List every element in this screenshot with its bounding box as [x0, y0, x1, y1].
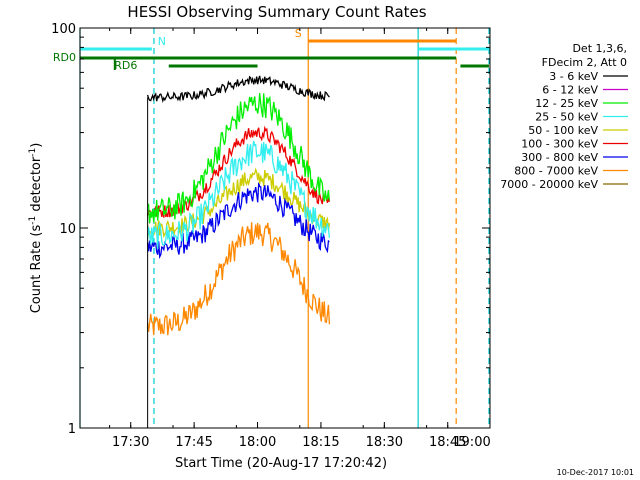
series-trace [146, 182, 330, 260]
status-flag-label: RD6 [114, 59, 137, 72]
legend-header-decimation: FDecim 2, Att 0 [542, 56, 627, 69]
plot-frame [79, 27, 491, 429]
x-tick-label: 18:15 [302, 435, 339, 450]
legend-entry-label: 25 - 50 keV [535, 111, 598, 124]
x-tick-label: 17:45 [175, 435, 212, 450]
series-trace [146, 75, 330, 104]
plot-area: N S RD0 RD6 [53, 27, 490, 428]
x-tick-label: 19:00 [453, 435, 490, 450]
series-trace [146, 125, 331, 218]
legend-entry-label: 100 - 300 keV [521, 138, 598, 151]
legend-entry-label: 7000 - 20000 keV [500, 178, 598, 191]
x-axis-label: Start Time (20-Aug-17 17:20:42) [175, 456, 387, 471]
status-flag-label: RD0 [53, 51, 76, 64]
series-trace [147, 92, 331, 224]
status-flag-label: S [295, 27, 302, 40]
series-trace [146, 222, 331, 336]
series-trace [146, 167, 331, 239]
x-tick-label: 18:45 [429, 435, 466, 450]
y-tick-label: 100 [51, 22, 76, 37]
chart-title: HESSI Observing Summary Count Rates [127, 3, 426, 21]
legend-header-detectors: Det 1,3,6, [572, 42, 627, 55]
x-tick-label: 18:30 [366, 435, 403, 450]
legend-entry-label: 3 - 6 keV [549, 70, 598, 83]
y-axis-label: Count Rate (s-1 detector-1) [28, 143, 44, 314]
x-tick-label: 17:30 [112, 435, 149, 450]
x-tick-label: 18:00 [239, 435, 276, 450]
legend-entry-label: 12 - 25 keV [535, 97, 598, 110]
legend-entry-label: 6 - 12 keV [542, 84, 598, 97]
footer-date: 10-Dec-2017 10:01 [557, 468, 634, 477]
status-flag-label: N [158, 35, 166, 48]
legend-entry-label: 300 - 800 keV [521, 151, 598, 164]
series-trace [146, 140, 331, 250]
y-tick-label: 10 [59, 222, 76, 237]
y-tick-label: 1 [68, 422, 76, 437]
legend-entry-label: 800 - 7000 keV [514, 165, 598, 178]
legend-entry-label: 50 - 100 keV [528, 124, 598, 137]
